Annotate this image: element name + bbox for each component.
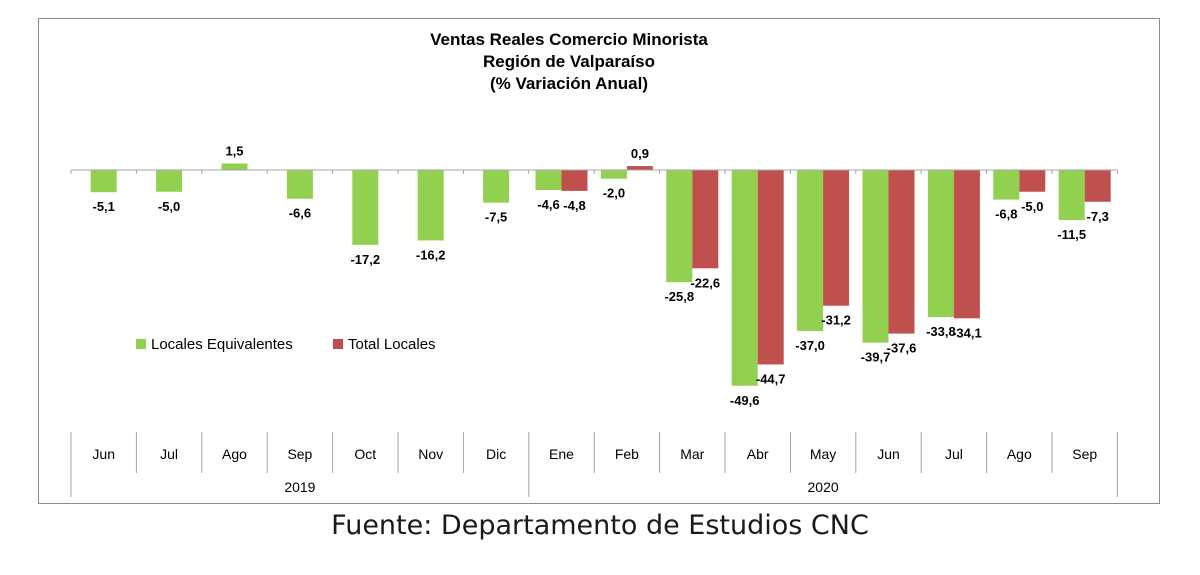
data-label: -22,6: [690, 275, 720, 290]
bar-total-locales: [757, 170, 784, 365]
legend: Locales Equivalentes Total Locales: [136, 336, 436, 353]
bar-locales-equivalentes: [90, 170, 117, 193]
bar-total-locales: [953, 170, 980, 319]
bar-locales-equivalentes: [156, 170, 183, 192]
bar-locales-equivalentes: [862, 170, 889, 343]
x-axis: Jun Jul Ago Sep Oct Nov Dic Ene Feb Mar Abr May Jun J…: [70, 170, 1118, 497]
data-label: -5,0: [1021, 199, 1043, 214]
data-label: -2,0: [603, 186, 625, 201]
chart-frame: Ventas Reales Comercio Minorista Región d…: [38, 18, 1160, 504]
bar-locales-equivalentes: [600, 170, 627, 179]
data-label: -37,0: [795, 338, 825, 353]
x-tick-label: Nov: [418, 446, 443, 462]
year-label: 2019: [284, 479, 315, 495]
x-tick-label: Dic: [486, 446, 506, 462]
x-tick-label: Mar: [680, 446, 704, 462]
bar-total-locales: [561, 170, 588, 191]
bar-total-locales: [692, 170, 719, 269]
data-label: -37,6: [887, 341, 917, 356]
bar-total-locales: [1084, 170, 1111, 202]
legend-entry: Total Locales: [348, 336, 436, 353]
data-label: -34,1: [952, 325, 982, 340]
data-label: -44,7: [756, 371, 786, 386]
x-tick-label: Ago: [1007, 446, 1032, 462]
chart-title-line: Ventas Reales Comercio Minorista: [430, 30, 708, 49]
bar-locales-equivalentes: [352, 170, 379, 245]
data-label: -6,8: [995, 207, 1017, 222]
bar-total-locales: [626, 166, 653, 170]
bar-chart: Ventas Reales Comercio Minorista Región d…: [70, 30, 1118, 497]
source-note: Fuente: Departamento de Estudios CNC: [331, 510, 869, 541]
bar-locales-equivalentes: [731, 170, 758, 386]
x-tick-label: Abr: [747, 446, 769, 462]
x-tick-label: Ene: [549, 446, 574, 462]
bar-total-locales: [888, 170, 915, 334]
x-tick-label: Ago: [222, 446, 247, 462]
data-label: -4,8: [563, 198, 585, 213]
x-tick-label: Sep: [287, 446, 312, 462]
bar-total-locales: [823, 170, 850, 306]
bars: [90, 163, 1111, 386]
data-label: -16,2: [416, 247, 446, 262]
data-label: -5,1: [92, 199, 114, 214]
x-tick-label: Jul: [945, 446, 963, 462]
x-tick-label: Jul: [160, 446, 178, 462]
data-label: -7,5: [485, 210, 507, 225]
data-label: -6,6: [289, 206, 311, 221]
year-label: 2020: [808, 479, 839, 495]
bar-locales-equivalentes: [286, 170, 313, 199]
x-tick-label: Jun: [92, 446, 115, 462]
legend-swatch: [333, 339, 343, 349]
data-label: -7,3: [1086, 209, 1108, 224]
data-label: -17,2: [350, 252, 380, 267]
data-label: 1,5: [225, 143, 243, 158]
data-label: -25,8: [664, 289, 694, 304]
bar-locales-equivalentes: [221, 163, 248, 170]
x-tick-label: May: [810, 446, 836, 462]
bar-locales-equivalentes: [483, 170, 510, 203]
chart-title-line: (% Variación Anual): [490, 74, 648, 93]
chart-title-line: Región de Valparaíso: [483, 52, 655, 71]
bar-locales-equivalentes: [993, 170, 1020, 200]
data-label: -11,5: [1057, 227, 1086, 242]
x-tick-label: Sep: [1072, 446, 1097, 462]
data-label: -49,6: [730, 393, 760, 408]
legend-entry: Locales Equivalentes: [151, 336, 293, 353]
bar-total-locales: [1019, 170, 1046, 192]
data-label: -39,7: [861, 350, 891, 365]
x-tick-label: Oct: [354, 446, 376, 462]
data-label: -31,2: [821, 313, 851, 328]
data-labels: -5,1 -5,0 1,5 -6,6 -17,2 -16,2 -7,5 -4,6 -2,0 -25…: [92, 143, 1108, 407]
bar-locales-equivalentes: [797, 170, 824, 331]
bar-locales-equivalentes: [666, 170, 693, 283]
data-label: -5,0: [158, 199, 180, 214]
data-label: 0,9: [631, 146, 649, 161]
chart-title: Ventas Reales Comercio Minorista Región d…: [430, 30, 708, 93]
bar-locales-equivalentes: [535, 170, 562, 191]
bar-locales-equivalentes: [417, 170, 444, 241]
legend-swatch: [136, 339, 146, 349]
x-tick-label: Feb: [615, 446, 639, 462]
bar-locales-equivalentes: [1058, 170, 1085, 221]
data-label: -4,6: [537, 197, 559, 212]
data-label: -33,8: [926, 324, 956, 339]
bar-locales-equivalentes: [927, 170, 954, 318]
x-tick-label: Jun: [877, 446, 900, 462]
